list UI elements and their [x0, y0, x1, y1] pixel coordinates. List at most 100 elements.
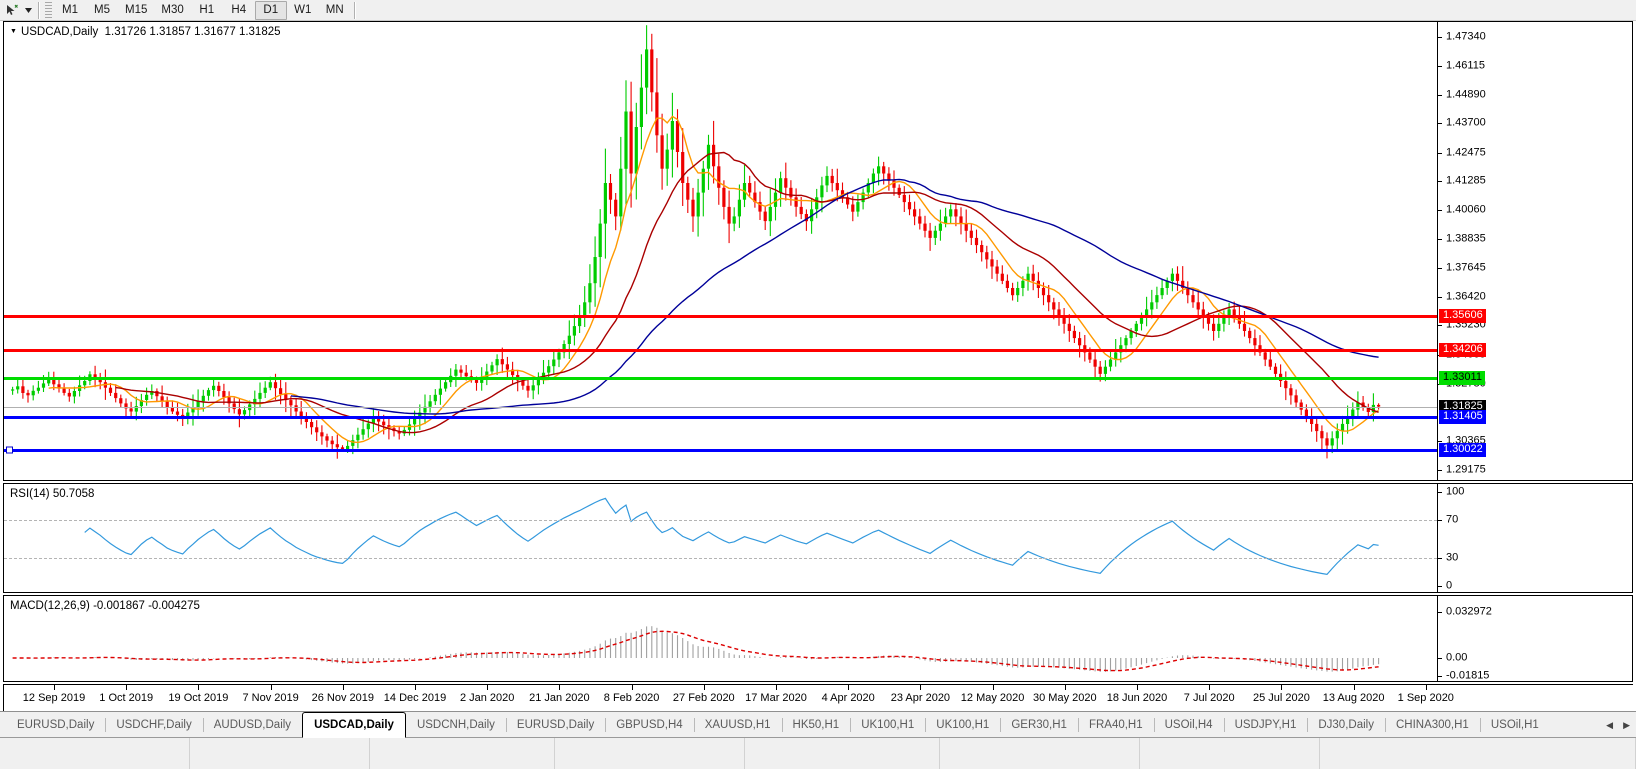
chart-tab-eurusd-daily[interactable]: EURUSD,Daily [17, 719, 95, 731]
macd-pane[interactable]: MACD(12,26,9) -0.001867 -0.004275 0.0329… [3, 595, 1633, 682]
tab-bottom-cell [1320, 738, 1636, 769]
price-axis-label: 1.41285 [1446, 174, 1486, 187]
date-axis-label: 18 Jun 2020 [1106, 692, 1168, 704]
chart-tab-hk50-h1[interactable]: HK50,H1 [781, 712, 851, 738]
price-badge-pivot-green[interactable]: 1.33011 [1439, 371, 1485, 386]
price-badge-resistance-2[interactable]: 1.34206 [1439, 342, 1486, 357]
price-badge-resistance-1[interactable]: 1.35606 [1439, 309, 1486, 324]
price-axis-label: 1.37645 [1446, 261, 1486, 274]
axis-tick [1438, 180, 1442, 182]
chart-tab-usdcad-daily[interactable]: USDCAD,Daily [302, 712, 406, 738]
date-axis-label: 23 Apr 2020 [890, 692, 951, 704]
date-axis-label: 1 Sep 2020 [1397, 692, 1454, 704]
rsi-plot[interactable] [4, 484, 1437, 592]
chart-tab-usdcnh-daily[interactable]: USDCNH,Daily [416, 719, 495, 731]
timeframe-d1[interactable]: D1 [254, 0, 287, 20]
chart-tab-dj30-daily[interactable]: DJ30,Daily [1307, 712, 1385, 738]
date-axis-label: 25 Jul 2020 [1252, 692, 1310, 704]
timeframe-h1[interactable]: H1 [199, 4, 215, 16]
rsi-axis-label: 70 [1446, 513, 1459, 526]
macd-title: MACD(12,26,9) -0.001867 -0.004275 [10, 600, 200, 612]
chart-tab-usoil-h4[interactable]: USOil,H4 [1153, 712, 1224, 738]
axis-tick [1438, 586, 1442, 587]
candlestick-chart [11, 25, 1381, 459]
macd-chart [12, 626, 1380, 672]
date-axis-label: 13 Aug 2020 [1322, 692, 1385, 704]
price-axis-label: 1.42475 [1446, 146, 1486, 159]
date-tick [1281, 685, 1283, 690]
level-line-current-price[interactable] [4, 406, 1437, 408]
chevron-right-icon[interactable]: ▶ [1623, 719, 1630, 730]
chart-tab-fra40-h1[interactable]: FRA40,H1 [1077, 712, 1154, 738]
chart-tab-eurusd-daily[interactable]: EURUSD,Daily [505, 712, 605, 738]
date-axis-label: 19 Oct 2019 [168, 692, 229, 704]
date-axis[interactable]: 12 Sep 2019 1 Oct 2019 19 Oct 2019 7 Nov 20… [3, 684, 1633, 711]
chart-tab-usdjpy-h1[interactable]: USDJPY,H1 [1223, 712, 1308, 738]
chart-tab-audusd-daily[interactable]: AUDUSD,Daily [202, 712, 302, 738]
date-axis-label: 1 Oct 2019 [99, 692, 154, 704]
crosshair-cursor-icon[interactable] [2, 1, 22, 20]
price-badge-support-2[interactable]: 1.30022 [1439, 442, 1486, 457]
toolbar-separator-2 [353, 1, 356, 19]
chart-tab-uk100-h1[interactable]: UK100,H1 [850, 712, 925, 738]
tab-bottom-cell [190, 738, 370, 769]
level-line-handle[interactable] [6, 446, 13, 454]
price-axis[interactable]: 1.47340 1.46115 1.44890 1.43700 1.42475 1.412… [1437, 22, 1632, 480]
rsi-pane[interactable]: RSI(14) 50.7058 100 70 30 0 [3, 483, 1633, 593]
timeframe-w1[interactable]: W1 [294, 4, 312, 16]
timeframe-m15[interactable]: M15 [125, 4, 148, 16]
rsi-axis[interactable]: 100 70 30 0 [1437, 484, 1632, 592]
axis-tick [1438, 94, 1442, 96]
chevron-down-icon[interactable] [22, 1, 35, 20]
timeframe-m30[interactable]: M30 [161, 4, 184, 16]
date-tick [848, 685, 850, 690]
price-axis-label: 1.44890 [1446, 88, 1486, 101]
level-line-resistance-2[interactable] [4, 348, 1437, 352]
level-line-support-2[interactable] [4, 448, 1437, 452]
chart-tab-xauusd-h1[interactable]: XAUUSD,H1 [693, 712, 782, 738]
chart-tab-uk100-h1[interactable]: UK100,H1 [925, 712, 1000, 738]
date-tick [1137, 685, 1138, 690]
tab-bottom-cell [745, 738, 940, 769]
macd-plot[interactable] [4, 596, 1437, 681]
rsi-axis-label: 30 [1446, 551, 1459, 564]
rsi-level-30 [4, 557, 1437, 559]
chart-tab-usdchf-daily[interactable]: USDCHF,Daily [105, 712, 202, 738]
chart-area: ▼ USDCAD,Daily 1.31726 1.31857 1.31677 1.… [0, 21, 1636, 711]
rsi-axis-label: 0 [1446, 579, 1453, 592]
timeframe-m1[interactable]: M1 [62, 4, 78, 16]
axis-tick [1438, 65, 1442, 67]
price-badge-support-1[interactable]: 1.31405 [1439, 409, 1486, 424]
rsi-title: RSI(14) 50.7058 [10, 488, 95, 500]
date-tick [992, 685, 994, 690]
axis-tick [1438, 612, 1442, 613]
axis-tick [1438, 325, 1442, 327]
tab-scroll-controls: ◀ ▶ [1606, 712, 1636, 738]
moving-average-55 [290, 178, 1379, 415]
chart-tab-gbpusd-h4[interactable]: GBPUSD,H4 [605, 712, 693, 738]
tab-underline [0, 737, 1636, 738]
chevron-left-icon[interactable]: ◀ [1606, 719, 1614, 730]
price-pane[interactable]: ▼ USDCAD,Daily 1.31726 1.31857 1.31677 1.… [3, 21, 1633, 481]
price-axis-label: 1.38835 [1446, 232, 1486, 245]
timeframe-h4[interactable]: H4 [231, 4, 247, 16]
macd-axis[interactable]: 0.032972 0.00 -0.01815 [1437, 596, 1632, 681]
symbol-label: USDCAD,Daily [20, 26, 99, 38]
price-plot[interactable] [4, 22, 1437, 480]
level-line-resistance-1[interactable] [4, 315, 1437, 319]
date-tick [776, 685, 777, 690]
level-line-pivot-green[interactable] [4, 377, 1437, 381]
tab-bottom-cell [1140, 738, 1320, 769]
timeframe-m5[interactable]: M5 [94, 4, 110, 16]
chart-tab-china300-h1[interactable]: CHINA300,H1 [1384, 712, 1480, 738]
date-axis-label: 21 Jan 2020 [529, 692, 590, 704]
date-tick [54, 685, 55, 690]
price-pane-title: ▼ USDCAD,Daily 1.31726 1.31857 1.31677 1.… [10, 26, 281, 38]
chart-tab-usoil-h1[interactable]: USOil,H1 [1479, 712, 1550, 738]
level-line-support-1[interactable] [4, 415, 1437, 419]
chart-tab-ger30-h1[interactable]: GER30,H1 [1000, 712, 1078, 738]
toolbar-grip[interactable] [45, 1, 52, 19]
timeframe-mn[interactable]: MN [325, 4, 344, 16]
triangle-down-icon[interactable]: ▼ [10, 28, 17, 36]
